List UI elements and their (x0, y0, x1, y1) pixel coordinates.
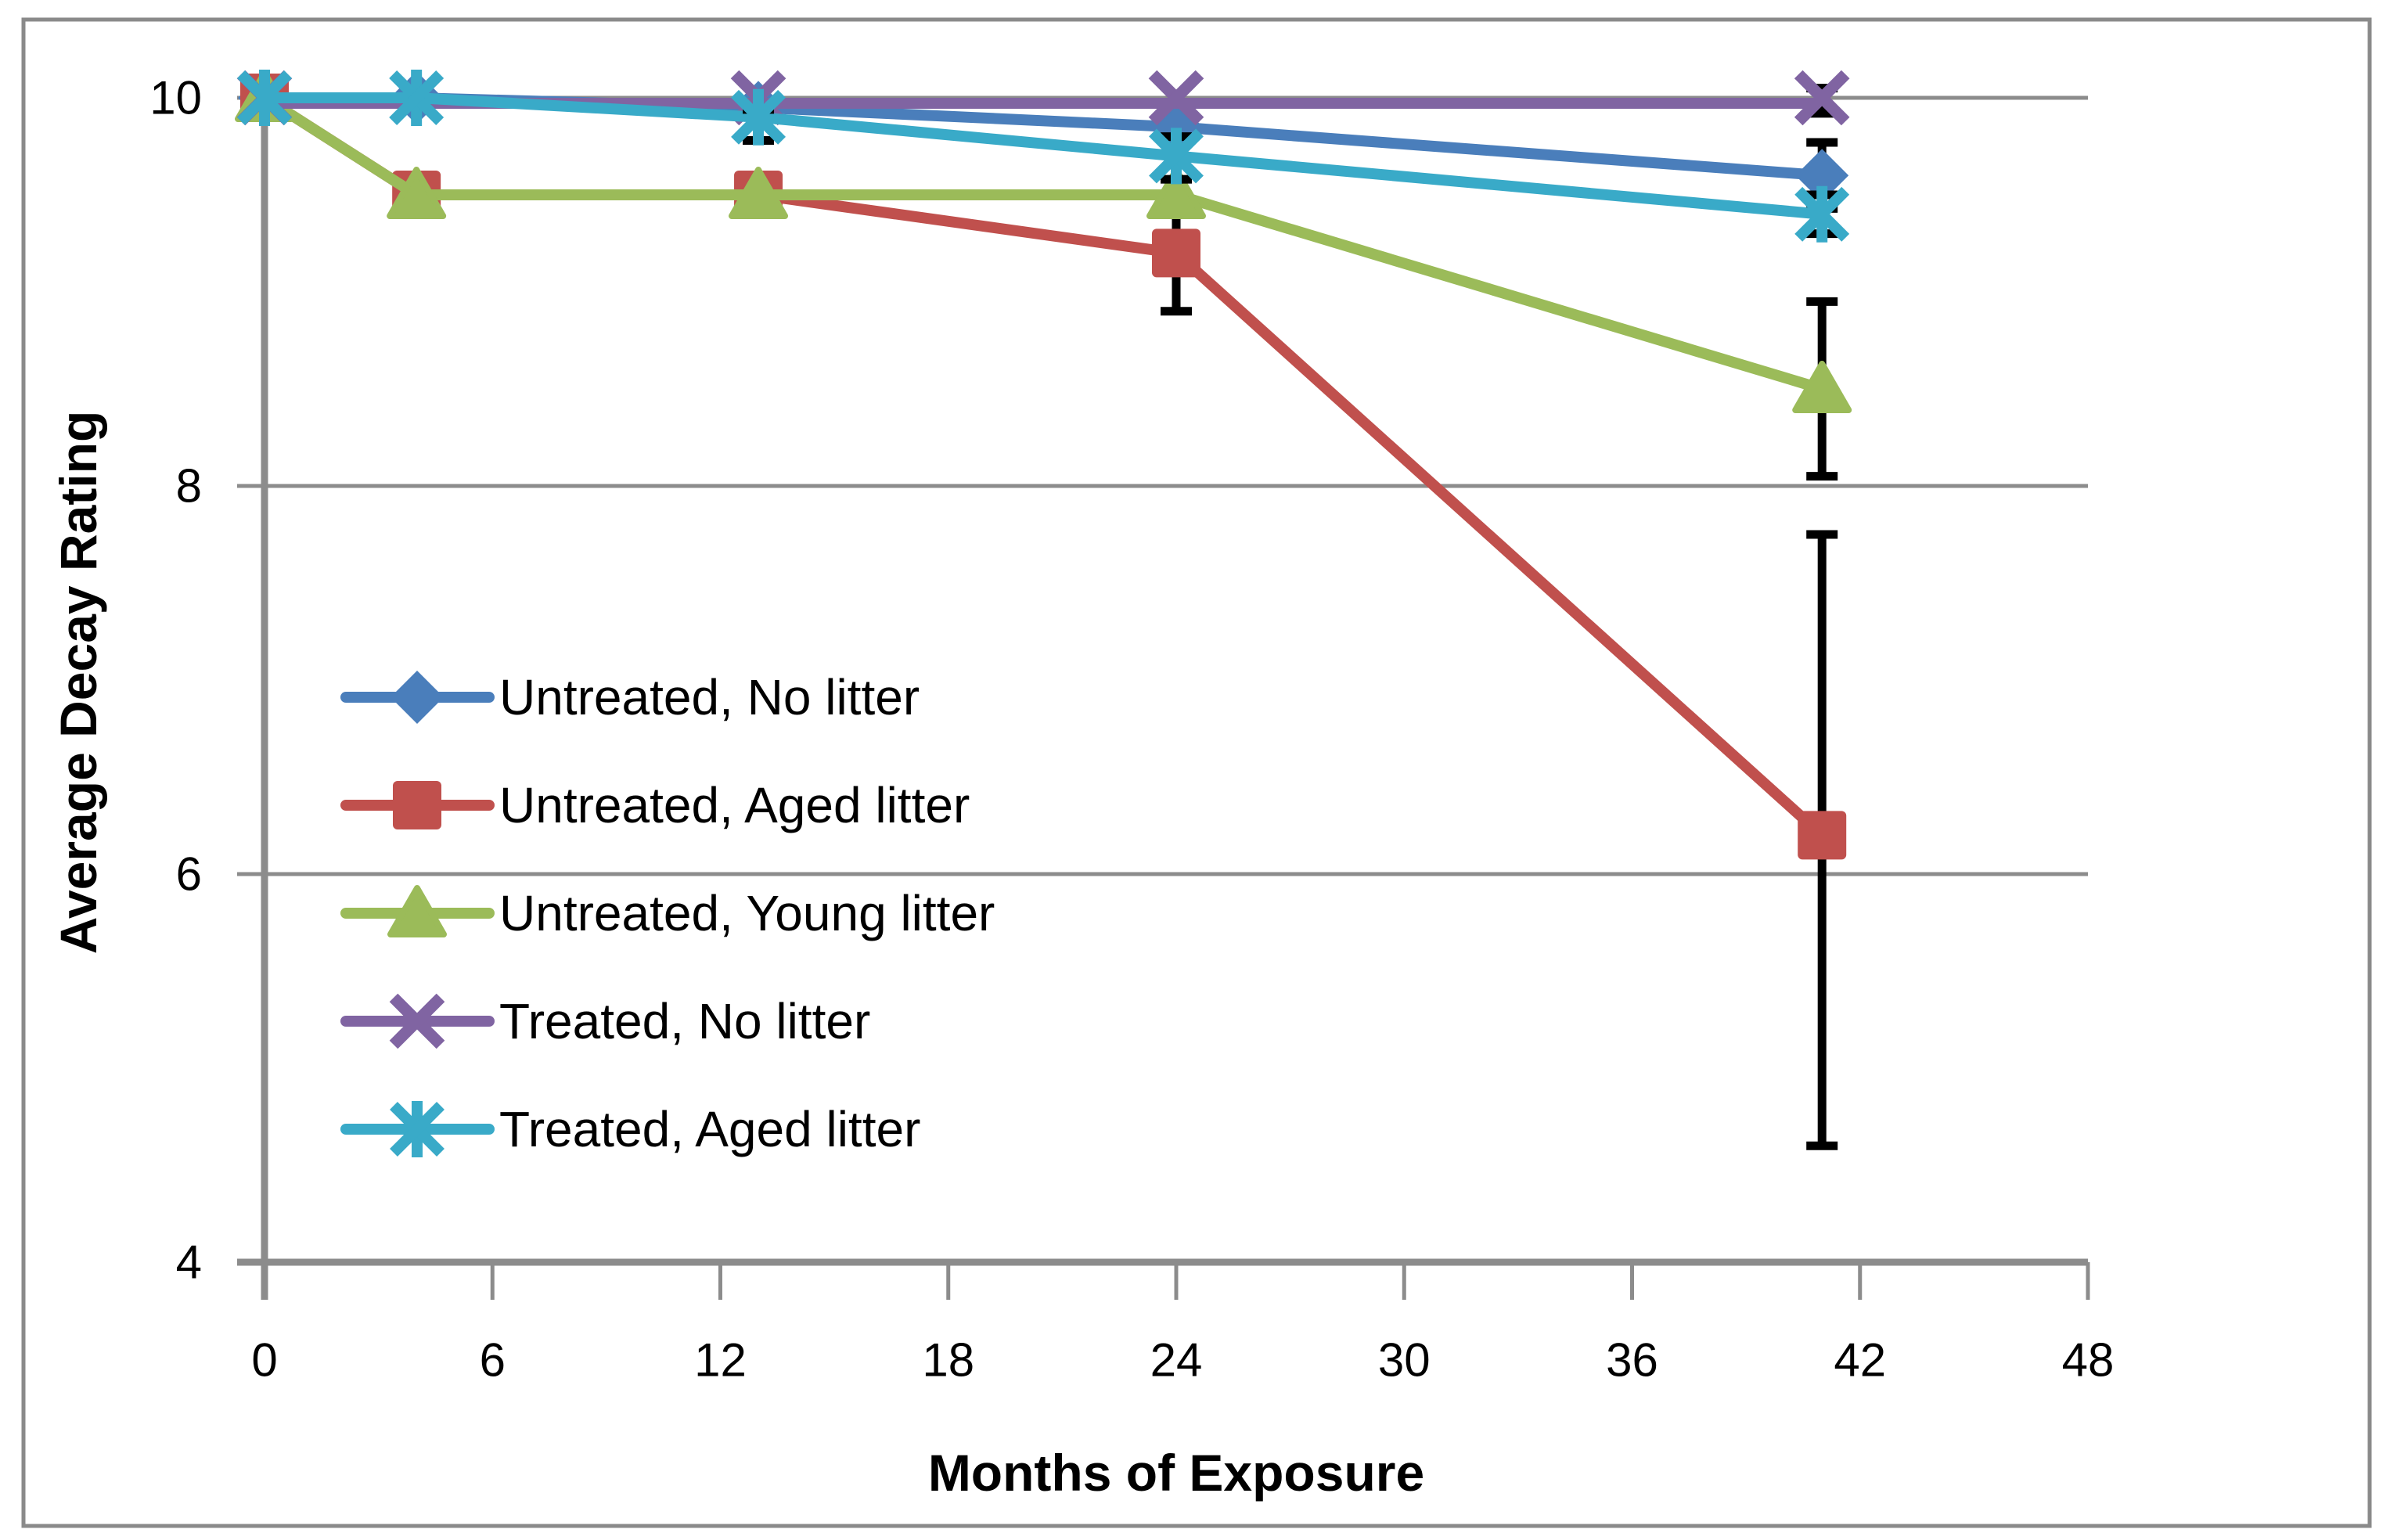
tick-labels: 0 6 12 18 24 30 36 42 48 10 8 6 4 (149, 72, 2114, 1387)
marker-x-treated-no-litter-m24 (1148, 70, 1204, 126)
x-tick-label-18: 18 (922, 1334, 974, 1387)
x-tick-label-6: 6 (480, 1334, 506, 1387)
marker-square-untreated-aged-litter-m41 (1798, 811, 1847, 860)
marker-asterisk-treated-aged-litter-m4 (389, 70, 445, 126)
triangle-shape (1146, 167, 1206, 219)
legend-item-untreated-aged-litter: Untreated, Aged litter (340, 777, 970, 833)
triangle-shape (1792, 361, 1852, 413)
marker-asterisk-treated-aged-litter-m24 (1149, 128, 1204, 185)
x-stroke-2 (389, 993, 445, 1049)
diamond-shape (1795, 149, 1849, 203)
legend-item-treated-no-litter: Treated, No litter (340, 993, 870, 1049)
marker-triangle-untreated-young-litter-m13 (729, 167, 789, 219)
asterisk-stroke-d2 (390, 1102, 445, 1157)
x-stroke-2 (1148, 70, 1204, 126)
series-untreated-young-litter (235, 70, 1852, 481)
triangle-shape (387, 167, 447, 219)
legend-item-untreated-young-litter: Untreated, Young litter (340, 885, 995, 941)
asterisk-stroke-d2 (731, 89, 786, 145)
legend-marker-triangle-untreated-young-litter (387, 885, 447, 937)
square-shape (393, 781, 441, 829)
series-treated-aged-litter (237, 70, 1850, 243)
asterisk-stroke-d2 (1794, 186, 1850, 242)
axes (237, 95, 2090, 1300)
triangle-shape (387, 885, 447, 937)
y-tick-label-4: 4 (176, 1236, 202, 1289)
marker-triangle-untreated-young-litter-m4 (387, 167, 447, 219)
y-tick-label-8: 8 (176, 460, 202, 513)
x-tick-label-42: 42 (1834, 1334, 1886, 1387)
marker-triangle-untreated-young-litter-m24 (1146, 167, 1206, 219)
legend-item-untreated-no-litter: Untreated, No litter (340, 669, 920, 725)
asterisk-stroke-d2 (1149, 128, 1204, 184)
x-tick-label-24: 24 (1150, 1334, 1203, 1387)
marker-square-untreated-aged-litter-m24 (1152, 228, 1200, 278)
square-shape (1152, 228, 1200, 278)
x-axis-title: Months of Exposure (928, 1444, 1424, 1502)
x-tick-label-36: 36 (1606, 1334, 1658, 1387)
asterisk-stroke-d2 (389, 70, 445, 125)
legend-label-untreated-aged-litter: Untreated, Aged litter (499, 777, 970, 833)
x-tick-label-30: 30 (1378, 1334, 1431, 1387)
legend-label-untreated-young-litter: Untreated, Young litter (499, 885, 995, 941)
x-tick-label-48: 48 (2062, 1334, 2115, 1387)
asterisk-stroke-d2 (237, 70, 292, 125)
diamond-shape (391, 671, 444, 724)
square-shape (1798, 811, 1847, 860)
y-tick-label-6: 6 (176, 848, 202, 901)
x-tick-label-0: 0 (251, 1334, 277, 1387)
legend-item-treated-aged-litter: Treated, Aged litter (340, 1101, 920, 1157)
legend-label-treated-aged-litter: Treated, Aged litter (499, 1101, 920, 1157)
marker-diamond-untreated-no-litter-m41 (1795, 149, 1849, 203)
legend-label-treated-no-litter: Treated, No litter (499, 993, 870, 1049)
legend-marker-square-untreated-aged-litter (393, 781, 441, 829)
triangle-shape (729, 167, 789, 219)
marker-x-treated-no-litter-m41 (1794, 70, 1850, 126)
x-tick-label-12: 12 (694, 1334, 747, 1387)
marker-asterisk-treated-aged-litter-m41 (1794, 185, 1850, 243)
legend: Untreated, No litter Untreated, Aged litt… (340, 669, 995, 1157)
legend-marker-x-treated-no-litter (389, 993, 445, 1049)
legend-marker-asterisk-treated-aged-litter (390, 1101, 445, 1157)
marker-triangle-untreated-young-litter-m41 (1792, 361, 1852, 413)
y-tick-label-10: 10 (149, 72, 202, 124)
x-stroke-2 (1794, 70, 1850, 126)
marker-asterisk-treated-aged-litter-m0 (237, 70, 292, 126)
y-axis-title: Average Decay Rating (49, 411, 107, 955)
legend-label-untreated-no-litter: Untreated, No litter (499, 669, 920, 725)
marker-asterisk-treated-aged-litter-m13 (731, 88, 786, 146)
series-group (235, 70, 1852, 1150)
legend-marker-diamond-untreated-no-litter (391, 671, 444, 724)
